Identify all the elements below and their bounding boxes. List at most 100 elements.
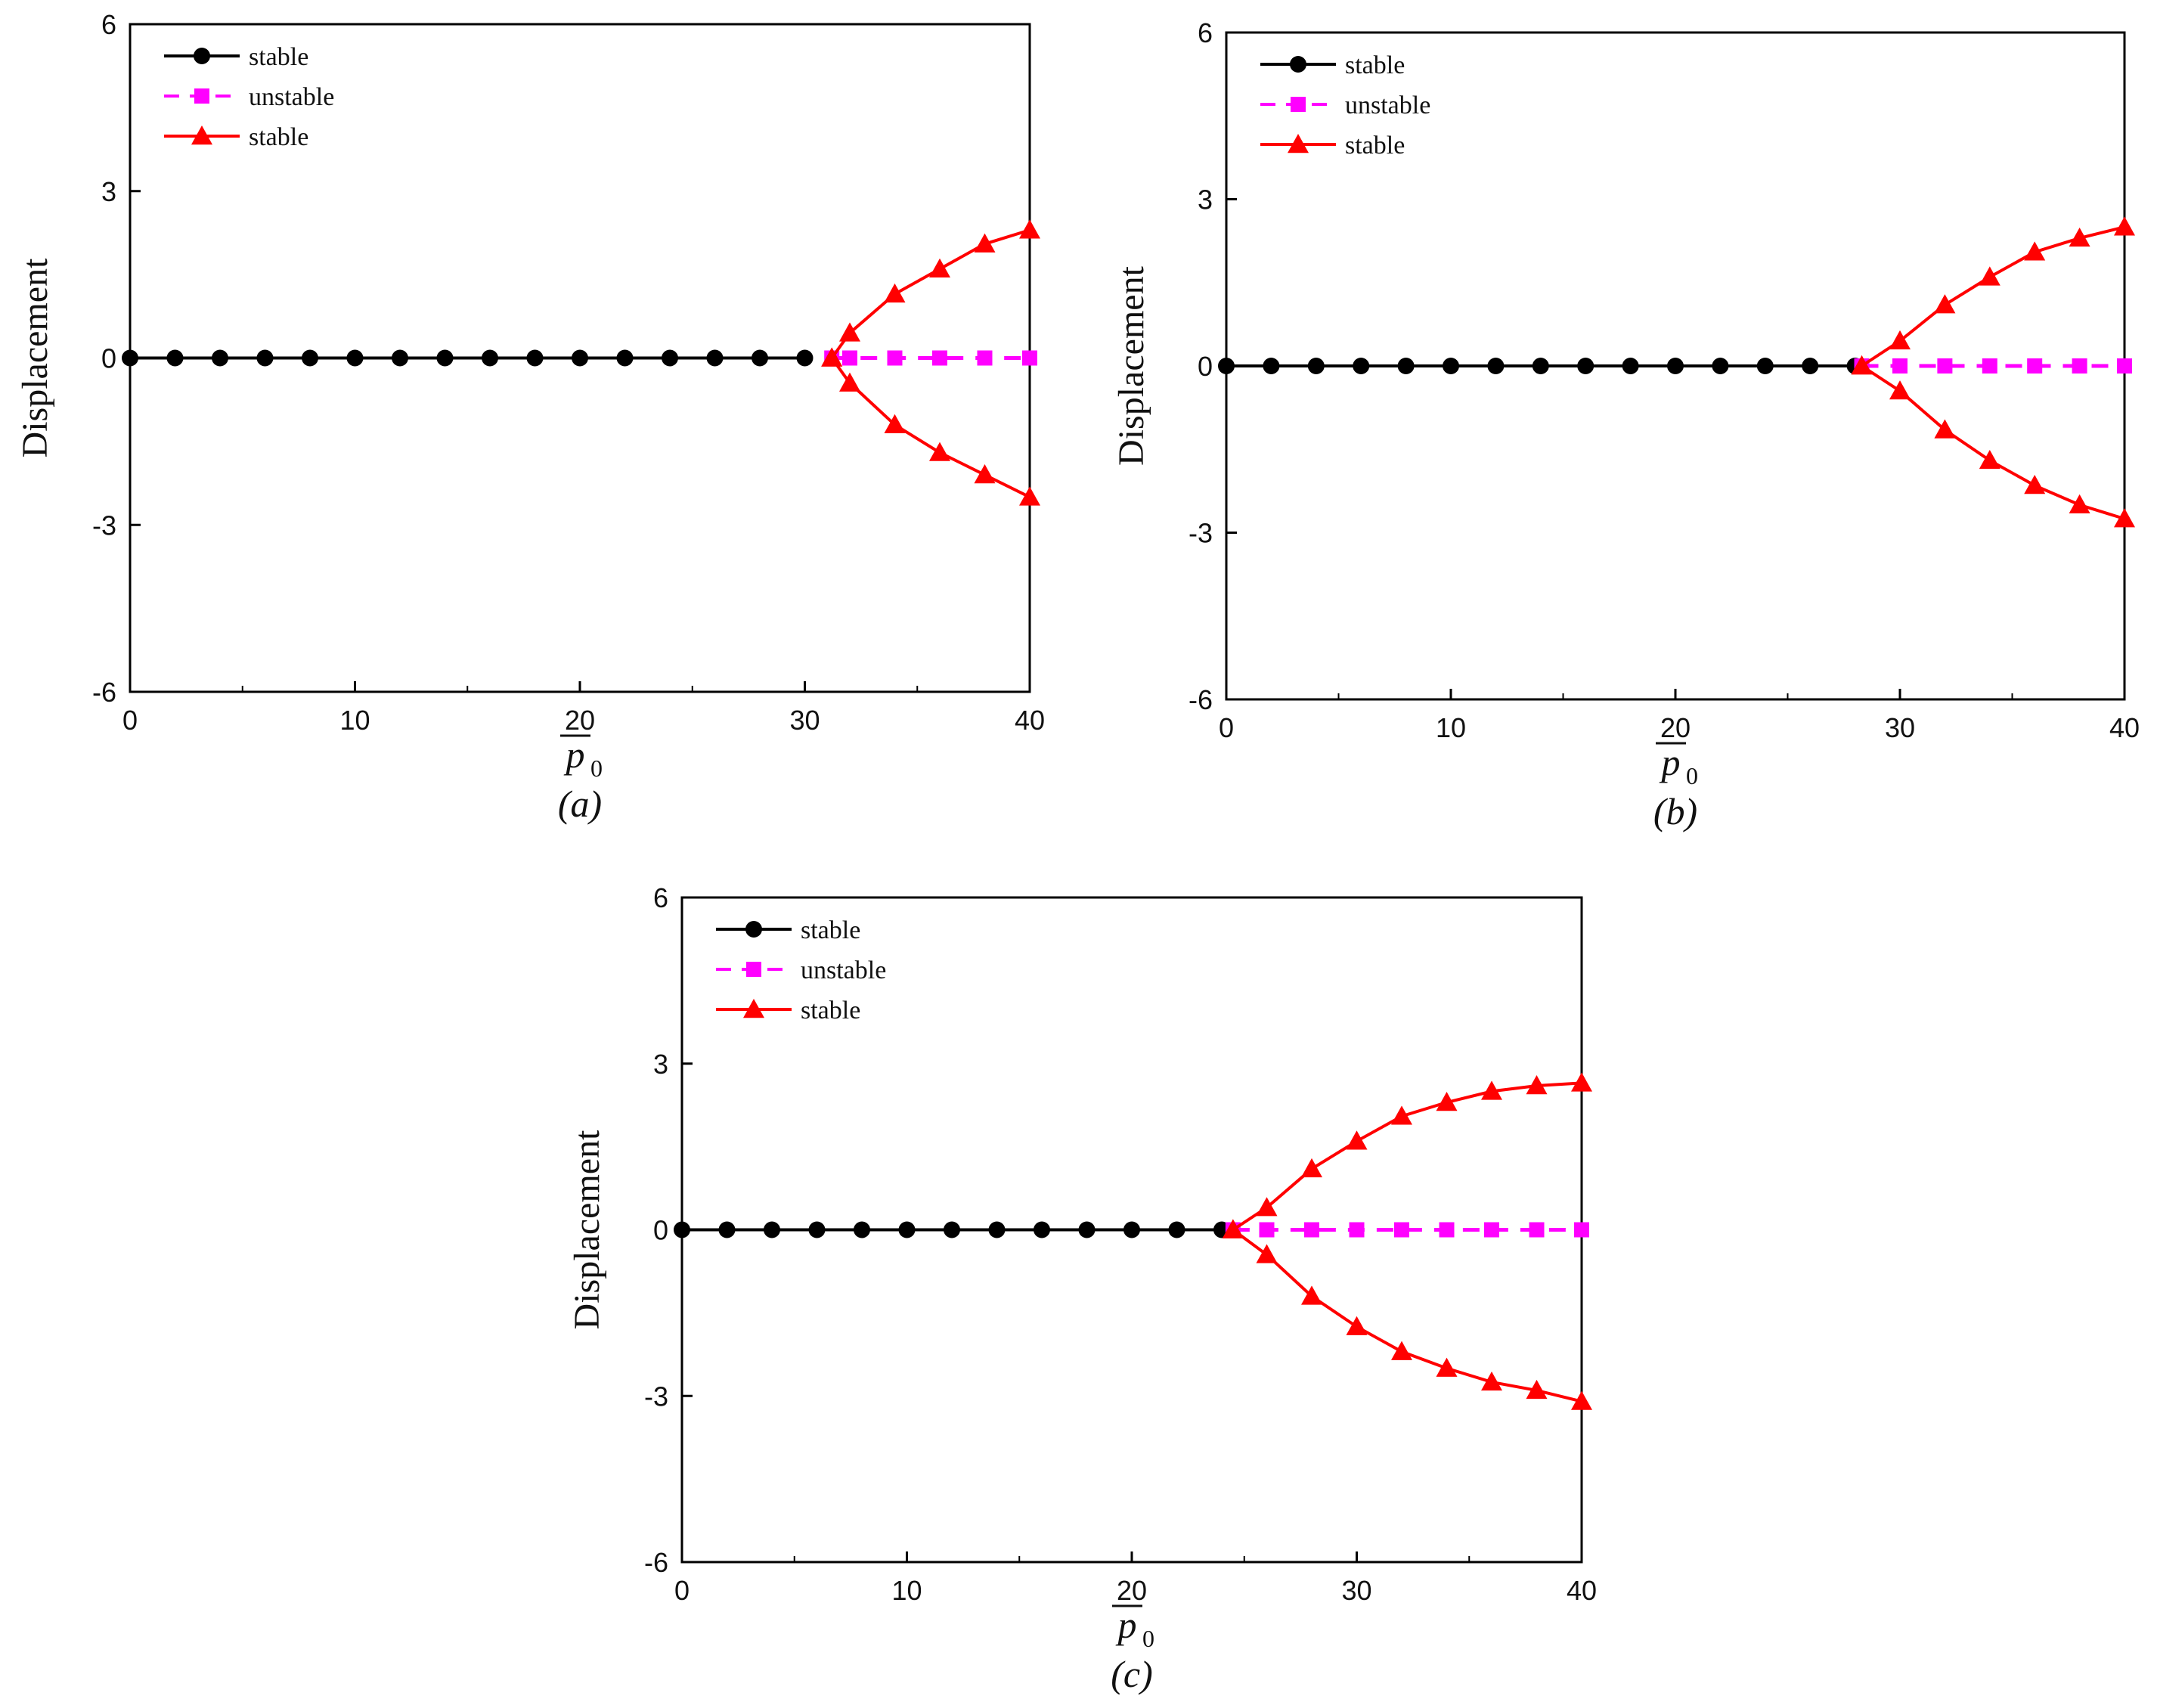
data-point-unstable [932,350,947,366]
data-point-stable [898,1221,916,1238]
data-point-stable [764,1221,780,1238]
panel-letter: c [1123,1653,1140,1695]
data-point-unstable [842,350,857,366]
legend-label: stable [1345,51,1405,79]
legend-marker [1290,56,1306,73]
data-point-stable [1436,1357,1458,1377]
y-tick-label: 3 [101,176,116,207]
data-point-stable [821,347,843,367]
data-point-unstable [2027,358,2043,374]
data-point-stable [1019,486,1040,506]
data-point-stable [854,1221,870,1238]
data-point-unstable [2072,358,2087,374]
data-point-stable [2114,216,2135,236]
data-point-stable [974,233,996,253]
data-point-stable [2114,508,2135,528]
data-point-stable [212,349,228,367]
x-tick-label: 0 [674,1575,690,1606]
x-tick-label: 10 [339,705,370,736]
data-point-unstable [1022,350,1037,366]
legend-marker [194,48,210,64]
y-tick-label: 0 [1198,351,1213,382]
data-point-stable [1712,358,1729,374]
data-point-stable [1532,358,1549,374]
legend-label: stable [801,997,860,1024]
data-point-stable [1979,449,2000,470]
data-point-stable [929,442,950,461]
data-point-unstable [1892,358,1908,374]
y-axis-title: Displacement [567,1130,607,1330]
legend-label: stable [801,916,860,944]
data-point-stable [2069,494,2090,513]
y-tick-label: 6 [101,9,116,40]
data-point-stable [1346,1316,1368,1335]
data-point-unstable [887,350,903,366]
data-point-stable [1256,1244,1278,1263]
x-tick-label: 0 [122,705,138,736]
data-point-stable [1889,380,1911,400]
data-point-stable [436,349,454,367]
y-tick-label: -3 [644,1381,668,1412]
data-point-unstable [1937,358,1953,374]
data-point-stable [346,349,364,367]
legend-marker [745,921,762,938]
data-point-stable [1526,1379,1548,1400]
data-point-stable [1667,358,1684,374]
legend-marker [1288,134,1309,153]
legend-marker [743,999,764,1018]
legend-marker [191,126,212,145]
data-point-stable [1218,358,1235,374]
x-tick-label: 0 [1219,712,1234,743]
data-point-stable [1301,1158,1322,1178]
legend: stable unstable stable [1260,51,1430,160]
data-point-unstable [1574,1222,1589,1238]
data-point-stable [256,349,274,367]
data-point-stable [1526,1075,1548,1095]
data-point-stable [2024,475,2046,494]
data-point-stable [1756,358,1774,374]
data-point-stable [1263,358,1280,374]
data-point-unstable [1394,1222,1409,1238]
series-line-3 [830,357,1030,499]
data-point-stable [2024,241,2046,261]
data-point-stable [718,1221,736,1238]
y-tick-label: 0 [101,343,116,374]
data-point-unstable [1304,1222,1319,1238]
y-tick-label: -3 [1189,518,1213,549]
data-point-stable [1168,1221,1185,1238]
data-point-stable [2069,227,2090,247]
data-point-stable [1481,1371,1502,1391]
data-point-stable [988,1221,1006,1238]
legend-label: unstable [801,956,886,984]
y-tick-label: -6 [92,677,116,708]
legend-label: unstable [249,83,334,111]
y-tick-label: 6 [1198,17,1213,48]
data-point-stable [1851,355,1873,375]
y-tick-label: 3 [1198,184,1213,215]
data-point-stable [166,349,184,367]
data-point-stable [839,322,860,342]
panel-label: (a) [558,783,602,825]
data-point-unstable [1982,358,1997,374]
panel-label: (b) [1653,790,1697,832]
legend-marker [746,962,761,977]
legend-marker [1291,97,1306,112]
data-point-stable [1301,1285,1322,1305]
legend-marker [194,88,209,104]
legend-label: stable [1345,132,1405,160]
x-tick-label: 20 [565,705,595,736]
legend-label: stable [249,123,308,151]
panel-letter: a [571,783,590,825]
y-tick-label: 3 [653,1049,668,1080]
data-point-stable [1397,358,1415,374]
legend: stable unstable stable [164,43,334,151]
x-tick-label: 20 [1660,712,1691,743]
x-axis-title: p [1660,741,1681,783]
legend-label: stable [249,43,308,71]
panel-label: (c) [1111,1653,1153,1695]
x-tick-label: 40 [1567,1575,1597,1606]
data-point-stable [1256,1197,1278,1217]
y-tick-label: -6 [1189,684,1213,715]
data-point-stable [1034,1221,1050,1238]
legend: stable unstable stable [716,916,886,1024]
